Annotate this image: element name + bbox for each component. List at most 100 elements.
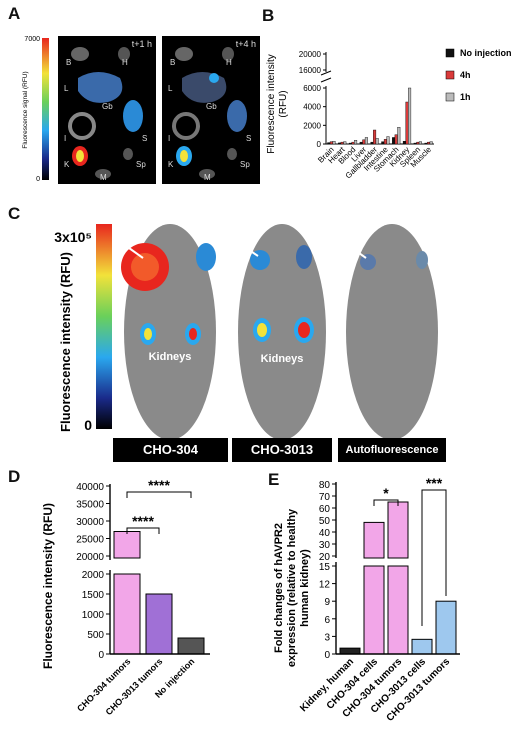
organ-label-k1: K bbox=[64, 160, 70, 169]
organ-label-s2: S bbox=[246, 134, 252, 143]
organ-stomach-icon bbox=[123, 100, 143, 132]
chart-b-bar bbox=[373, 129, 377, 145]
organ-label-m1: M bbox=[100, 173, 107, 182]
chart-e-bar bbox=[363, 565, 385, 655]
panel-b-chart: Fluorescence intensity (RFU) 0 2000 4000 60… bbox=[262, 26, 524, 202]
panel-c-colorbar: 3x10⁵ 0 Fluorescence intensity (RFU) bbox=[54, 224, 112, 433]
tumor-marker-2: T bbox=[236, 229, 245, 246]
panel-label-a: A bbox=[8, 4, 21, 23]
kidney-left-core-icon bbox=[144, 328, 152, 340]
chart-e-ytick-label: 15 bbox=[319, 562, 331, 573]
chart-d-sig-label: **** bbox=[148, 477, 170, 493]
chart-e-ylabel-2: expression (relative to healthy bbox=[286, 508, 298, 667]
chart-e-ylabel-3: human kidney) bbox=[299, 549, 311, 627]
kidney-right-core-icon bbox=[298, 322, 310, 338]
cbar-a-min: 0 bbox=[36, 176, 40, 183]
kidney-left-core-icon bbox=[257, 323, 267, 337]
mouse-body-icon bbox=[238, 224, 326, 440]
chart-b-bar bbox=[351, 141, 355, 145]
caption-autofluorescence: Autofluorescence bbox=[338, 438, 446, 462]
chart-b-svg: Fluorescence intensity (RFU) 0 2000 4000 60… bbox=[266, 48, 512, 180]
organ-spleen-icon bbox=[227, 148, 237, 160]
cbar-a-max: 7000 bbox=[24, 36, 40, 43]
chart-e-ytick-label: 30 bbox=[319, 540, 331, 551]
chart-b-break-mark bbox=[320, 77, 332, 83]
chart-b-legend-swatch bbox=[445, 48, 455, 58]
organ-liver-icon bbox=[78, 72, 123, 103]
chart-b-legend-swatch bbox=[445, 92, 455, 102]
tumor-marker-3: T bbox=[342, 229, 351, 246]
tumor-signal-icon bbox=[360, 254, 376, 270]
organ-heart-icon bbox=[118, 47, 130, 61]
chart-e-bar-top bbox=[387, 501, 409, 559]
chart-b-bar bbox=[364, 137, 368, 145]
colorbar-c bbox=[96, 224, 112, 429]
chart-b-ylabel: Fluorescence intensity bbox=[266, 54, 277, 154]
tumor-core-icon bbox=[131, 253, 159, 281]
tumor-arrow-icon bbox=[351, 247, 367, 259]
chart-b-ytick-label: 16000 bbox=[299, 66, 322, 75]
chart-e-bar bbox=[411, 638, 433, 655]
chart-b-bar bbox=[394, 134, 398, 145]
chart-b-bar bbox=[362, 139, 366, 145]
organ-image-1h: t+1 h B H L Gb I S K Sp M bbox=[58, 36, 156, 184]
organ-label-i1: I bbox=[64, 134, 67, 143]
organ-muscle-icon bbox=[95, 169, 111, 179]
chart-b-ytick-label: 6000 bbox=[303, 84, 321, 93]
chart-b-ytick-label: 0 bbox=[317, 140, 322, 149]
chart-d-ytick-label: 1000 bbox=[82, 610, 105, 621]
chart-e-svg: Fold changes of hAVPR2 expression (relat… bbox=[273, 475, 460, 724]
panel-label-d: D bbox=[8, 467, 21, 486]
chart-b-bar bbox=[329, 141, 333, 145]
chart-e-ytick-label: 9 bbox=[324, 597, 330, 608]
organ-image-1h-art bbox=[68, 47, 143, 179]
chart-e-ytick-label: 50 bbox=[319, 516, 331, 527]
chart-b-bar bbox=[424, 142, 428, 145]
chart-e-ytick-label: 80 bbox=[319, 480, 331, 491]
chart-b-bar bbox=[381, 141, 385, 145]
chart-b-bar bbox=[408, 87, 412, 145]
organ-heart-icon bbox=[222, 47, 234, 61]
chart-b-bar bbox=[386, 136, 390, 145]
chart-b-bar bbox=[418, 141, 422, 145]
mouse-1-art: Kidneys T bbox=[117, 224, 216, 440]
kidneys-label-2: Kidneys bbox=[261, 353, 304, 365]
chart-d-ylabel: Fluorescence intensity (RFU) bbox=[41, 503, 55, 669]
chart-e-bar bbox=[435, 600, 457, 655]
chart-b-bar bbox=[359, 141, 363, 145]
chart-d-bar bbox=[113, 573, 141, 655]
caption-cho-304: CHO-304 bbox=[113, 438, 228, 462]
organ-label-gb1: Gb bbox=[102, 102, 113, 111]
panel-e-chart: Fold changes of hAVPR2 expression (relat… bbox=[268, 475, 524, 734]
time-label-1h: t+1 h bbox=[131, 39, 152, 49]
cbar-a-label: Fluorescence signal (RFU) bbox=[22, 71, 29, 148]
chart-e-bar-top bbox=[363, 521, 385, 559]
chart-b-ytick-label: 4000 bbox=[303, 103, 321, 112]
chart-b-bar bbox=[332, 140, 336, 145]
panel-a-graphic: 7000 0 Fluorescence signal (RFU) bbox=[22, 36, 49, 183]
organ-label-h1: H bbox=[122, 58, 128, 67]
chart-d-svg: Fluorescence intensity (RFU) 0 500 1000 150… bbox=[41, 477, 210, 717]
chart-b-bar bbox=[370, 141, 374, 145]
chart-d-ytick-label: 1500 bbox=[82, 590, 105, 601]
mouse-image-autofluorescence: T Autofluorescence bbox=[338, 212, 446, 462]
chart-b-bar bbox=[375, 138, 379, 145]
tumor-arrow-icon bbox=[245, 247, 259, 257]
time-label-4h: t+4 h bbox=[235, 39, 256, 49]
axilla-signal-icon bbox=[196, 243, 216, 271]
chart-e-ytick-label: 40 bbox=[319, 528, 331, 539]
chart-e-ytick-label: 70 bbox=[319, 492, 331, 503]
tumor-marker-1: T bbox=[117, 229, 126, 246]
chart-b-bar bbox=[343, 141, 347, 145]
panel-label-b: B bbox=[262, 6, 275, 25]
organ-kidney-core-icon bbox=[76, 150, 84, 162]
chart-e-ytick-label: 20 bbox=[319, 552, 331, 563]
chart-d-sig-bracket bbox=[126, 527, 160, 534]
cbar-c-max: 3x10⁵ bbox=[54, 229, 92, 245]
kidneys-label-1: Kidneys bbox=[149, 351, 192, 363]
panel-a: 7000 0 Fluorescence signal (RFU) t+1 h B… bbox=[20, 28, 260, 188]
panel-c: 3x10⁵ 0 Fluorescence intensity (RFU) Kid… bbox=[10, 212, 524, 462]
chart-b-bar bbox=[397, 126, 401, 145]
chart-e-ytick-label: 12 bbox=[319, 580, 331, 591]
chart-d-ytick-label: 35000 bbox=[76, 500, 104, 511]
